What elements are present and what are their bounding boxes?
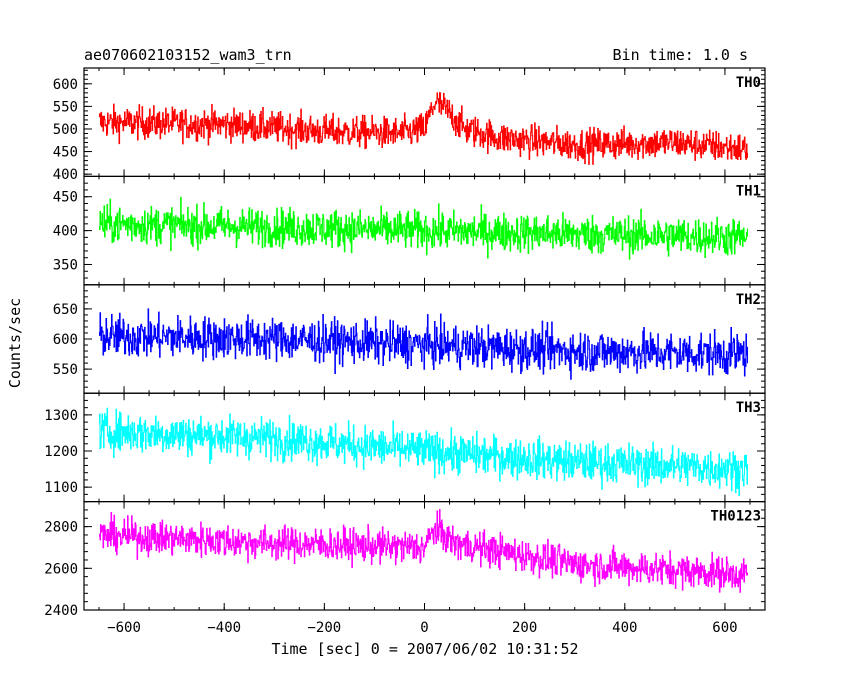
x-tick-label: 0 xyxy=(420,620,428,636)
y-tick-label: 600 xyxy=(53,332,78,348)
x-axis-label: Time [sec] 0 = 2007/06/02 10:31:52 xyxy=(271,640,578,658)
panels-group: 400 450 500 550 600 TH0 350 400 450 TH1 550 600 650 T… xyxy=(44,67,766,619)
series-th2-line xyxy=(98,308,749,380)
panel-label: TH1 xyxy=(736,183,761,199)
x-tick-label: −600 xyxy=(107,620,141,636)
y-tick-label: 500 xyxy=(53,122,78,138)
y-tick-label: 350 xyxy=(53,257,78,273)
panel-th2: 550 600 650 TH2 xyxy=(53,284,766,394)
x-tick-label: 200 xyxy=(512,620,537,636)
panel-th0: 400 450 500 550 600 TH0 xyxy=(53,67,766,183)
y-tick-label: 1300 xyxy=(44,408,78,424)
x-tick-label: −400 xyxy=(207,620,241,636)
panel-th0123: 2400 2600 2800 TH0123 xyxy=(44,501,766,619)
chart-title: ae070602103152_wam3_trn xyxy=(84,46,292,64)
panel-th3: 1100 1200 1300 TH3 xyxy=(44,392,766,503)
y-tick-label: 550 xyxy=(53,99,78,115)
y-tick-label: 400 xyxy=(53,167,78,183)
y-tick-label: 2600 xyxy=(44,561,78,577)
y-axis-label: Counts/sec xyxy=(6,298,24,388)
panel-th1: 350 400 450 TH1 xyxy=(53,175,766,286)
bin-time-label: Bin time: 1.0 s xyxy=(613,46,748,64)
x-tick-label: 400 xyxy=(612,620,637,636)
series-th3-line xyxy=(98,407,749,497)
panel-label: TH0 xyxy=(736,75,761,91)
y-tick-label: 2400 xyxy=(44,603,78,619)
series-th0-line xyxy=(98,92,749,165)
y-tick-label: 650 xyxy=(53,302,78,318)
series-th1-line xyxy=(98,196,749,260)
y-tick-label: 600 xyxy=(53,77,78,93)
y-tick-label: 400 xyxy=(53,224,78,240)
panel-label: TH2 xyxy=(736,292,761,308)
y-tick-label: 1100 xyxy=(44,480,78,496)
y-tick-label: 550 xyxy=(53,362,78,378)
y-tick-label: 450 xyxy=(53,190,78,206)
x-tick-label: 600 xyxy=(712,620,737,636)
y-tick-label: 1200 xyxy=(44,444,78,460)
x-axis: −600 −400 −200 0 200 400 600 xyxy=(107,620,737,636)
panel-label: TH0123 xyxy=(710,509,761,525)
y-tick-label: 450 xyxy=(53,145,78,161)
x-tick-label: −200 xyxy=(307,620,341,636)
y-tick-label: 2800 xyxy=(44,520,78,536)
panel-label: TH3 xyxy=(736,400,761,416)
series-th0123-line xyxy=(98,509,749,593)
